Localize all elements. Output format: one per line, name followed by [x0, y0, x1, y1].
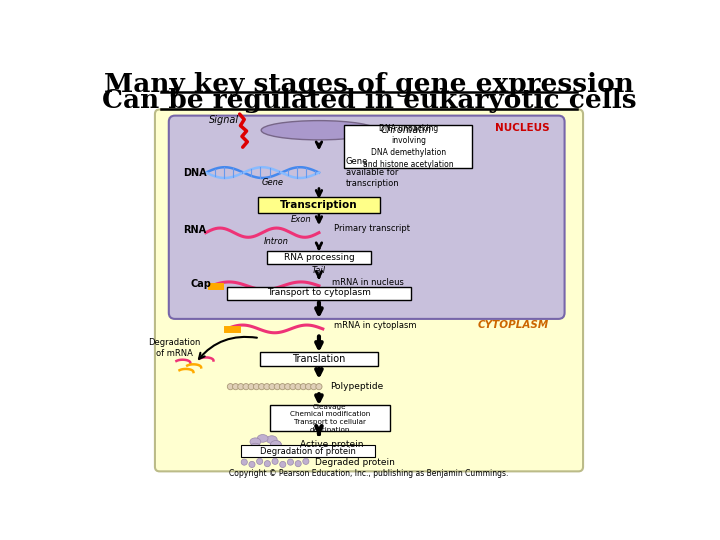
FancyBboxPatch shape — [260, 352, 378, 366]
Circle shape — [300, 383, 307, 390]
Text: NUCLEUS: NUCLEUS — [495, 123, 549, 133]
Text: Degradation of protein: Degradation of protein — [260, 447, 356, 456]
Text: Cap: Cap — [190, 279, 211, 289]
Circle shape — [228, 383, 233, 390]
Text: Cleavage
Chemical modification
Transport to cellular
destination: Cleavage Chemical modification Transport… — [289, 403, 370, 433]
Text: Copyright © Pearson Education, Inc., publishing as Benjamin Cummings.: Copyright © Pearson Education, Inc., pub… — [229, 469, 509, 478]
Circle shape — [253, 383, 259, 390]
Circle shape — [290, 383, 296, 390]
Ellipse shape — [257, 447, 268, 454]
Ellipse shape — [266, 446, 277, 453]
Ellipse shape — [250, 443, 261, 451]
FancyBboxPatch shape — [344, 125, 472, 168]
Circle shape — [238, 383, 244, 390]
Ellipse shape — [261, 120, 377, 140]
FancyBboxPatch shape — [228, 287, 410, 300]
Circle shape — [284, 383, 291, 390]
Circle shape — [279, 461, 286, 468]
Circle shape — [287, 459, 294, 465]
Text: Translation: Translation — [292, 354, 346, 364]
FancyBboxPatch shape — [241, 445, 375, 457]
Circle shape — [303, 458, 309, 464]
Circle shape — [295, 461, 301, 467]
Circle shape — [269, 383, 275, 390]
Circle shape — [295, 383, 301, 390]
FancyBboxPatch shape — [155, 110, 583, 471]
Text: DNA: DNA — [183, 167, 207, 178]
Circle shape — [274, 383, 280, 390]
Text: DNA unpacking
involving
DNA demethylation
and histone acetylation: DNA unpacking involving DNA demethylatio… — [363, 124, 454, 168]
Text: Exon: Exon — [291, 215, 312, 224]
FancyBboxPatch shape — [258, 197, 379, 213]
Text: Polypeptide: Polypeptide — [330, 382, 384, 391]
FancyBboxPatch shape — [168, 116, 564, 319]
Circle shape — [258, 383, 265, 390]
Text: Tail: Tail — [312, 266, 326, 275]
Text: Transcription: Transcription — [280, 200, 358, 210]
Text: Transport to cytoplasm: Transport to cytoplasm — [267, 288, 371, 297]
Text: Intron: Intron — [264, 237, 289, 246]
Circle shape — [243, 383, 249, 390]
Text: Degradation
of mRNA: Degradation of mRNA — [148, 338, 200, 358]
Text: RNA: RNA — [183, 225, 206, 235]
Circle shape — [256, 458, 263, 464]
Text: Can be regulated in eukaryotic cells: Can be regulated in eukaryotic cells — [102, 89, 636, 113]
Circle shape — [310, 383, 317, 390]
Circle shape — [233, 383, 239, 390]
Circle shape — [279, 383, 286, 390]
Circle shape — [316, 383, 322, 390]
Text: RNA processing: RNA processing — [284, 253, 354, 262]
Text: CYTOPLASM: CYTOPLASM — [478, 320, 549, 330]
Circle shape — [305, 383, 312, 390]
Circle shape — [264, 461, 271, 467]
Text: Degraded protein: Degraded protein — [315, 458, 395, 468]
Circle shape — [272, 458, 278, 464]
Ellipse shape — [257, 435, 268, 442]
Circle shape — [241, 459, 248, 465]
Ellipse shape — [266, 436, 277, 443]
Text: Gene: Gene — [262, 178, 284, 187]
FancyBboxPatch shape — [267, 251, 371, 264]
Text: Primary transcript: Primary transcript — [334, 224, 410, 233]
Circle shape — [264, 383, 270, 390]
Circle shape — [249, 461, 255, 468]
Ellipse shape — [271, 441, 282, 448]
Text: Many key stages of gene expression: Many key stages of gene expression — [104, 72, 634, 97]
Circle shape — [248, 383, 254, 390]
Text: Chromatin: Chromatin — [381, 125, 432, 135]
Ellipse shape — [250, 438, 261, 446]
Text: Signal: Signal — [209, 115, 239, 125]
Ellipse shape — [271, 441, 282, 448]
Text: mRNA in cytoplasm: mRNA in cytoplasm — [334, 321, 417, 330]
Text: Gene
available for
transcription: Gene available for transcription — [346, 157, 400, 188]
Text: Active protein: Active protein — [300, 440, 363, 449]
FancyBboxPatch shape — [270, 405, 390, 431]
Text: mRNA in nucleus: mRNA in nucleus — [332, 278, 404, 287]
